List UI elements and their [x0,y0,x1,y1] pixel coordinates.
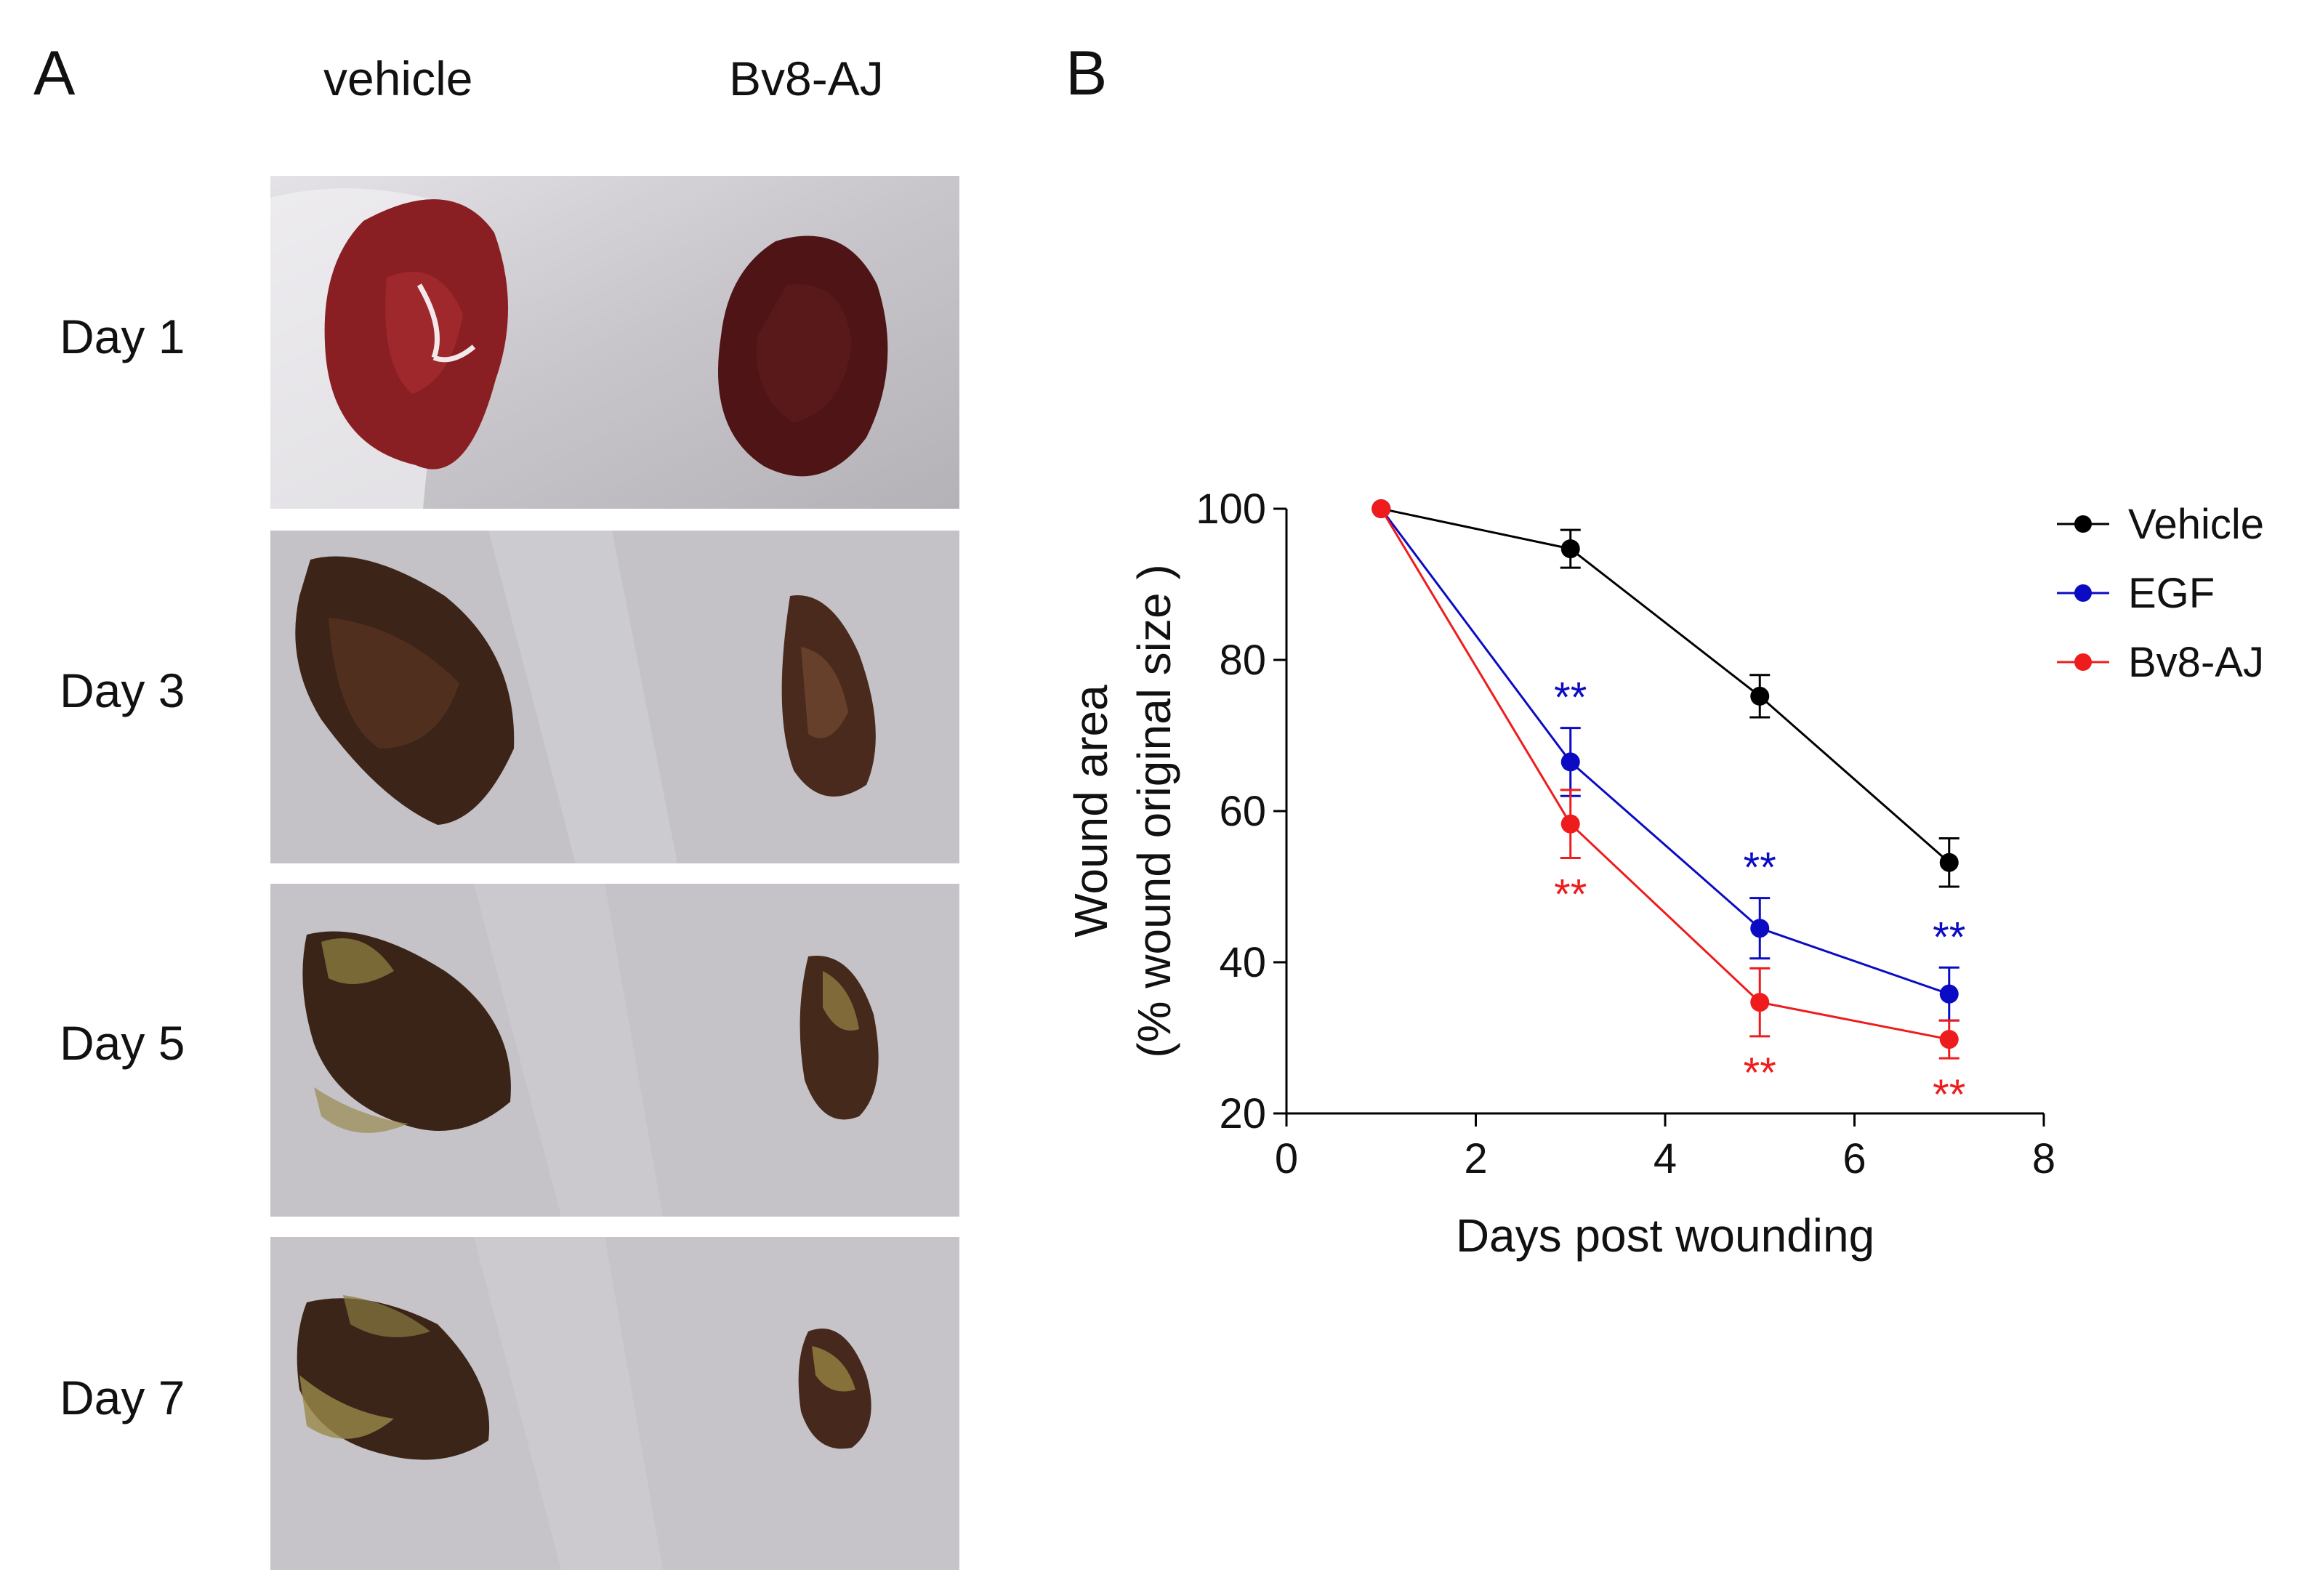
row-label-day-1: Day 1 [60,310,185,363]
y-tick-label: 60 [1219,788,1266,835]
x-axis-label: Days post wounding [1456,1209,1874,1262]
y-tick-label: 40 [1219,939,1266,986]
x-tick-label: 4 [1654,1135,1677,1182]
legend-label-bv8-aj: Bv8-AJ [2128,638,2264,686]
significance-mark-egf: ** [1744,845,1776,892]
wound-photo-day-7 [270,1237,959,1570]
data-point-vehicle [1750,686,1770,706]
significance-mark-bv8-aj: ** [1554,871,1587,918]
legend-item-egf: EGF [2057,568,2215,618]
data-point-vehicle [1939,853,1959,872]
data-point-bv8-aj [1372,499,1391,518]
legend-label-vehicle: Vehicle [2128,500,2265,548]
row-label-day-5: Day 5 [60,1016,185,1070]
wound-photo-day-1 [270,176,959,509]
row-label-day-7: Day 7 [60,1371,185,1424]
significance-mark-bv8-aj: ** [1933,1071,1965,1119]
panel-b-letter: B [1066,39,1108,108]
legend-label-egf: EGF [2128,569,2215,617]
wound-area-line-chart: 0 2 4 6 8 20 40 60 80 100 ** ** ** ** ** ** Days post … [1065,485,2055,1262]
data-point-bv8-aj [1939,1030,1959,1049]
data-point-egf [1939,984,1959,1004]
y-tick-label: 100 [1196,485,1266,533]
legend-item-bv8-aj: Bv8-AJ [2057,637,2264,688]
x-tick-label: 2 [1464,1135,1487,1182]
x-tick-label: 0 [1275,1135,1298,1182]
column-header-vehicle: vehicle [323,52,473,105]
y-axis-label-units: (% wound original size ) [1128,564,1180,1057]
y-axis-label: Wound area [1065,685,1117,938]
significance-mark-egf: ** [1933,914,1965,961]
column-header-bv8-aj: Bv8-AJ [729,52,884,105]
legend-marker-bv8-aj [2057,653,2109,671]
wound-photo-day-3 [270,531,959,863]
wound-photo-day-5 [270,884,959,1217]
series-line-egf [1380,508,1950,996]
x-tick-label: 6 [1842,1135,1866,1182]
data-point-vehicle [1560,539,1580,559]
panel-a-letter: A [33,39,76,108]
significance-mark-egf: ** [1554,674,1587,722]
data-point-bv8-aj [1750,993,1770,1012]
data-point-egf [1750,919,1770,938]
data-point-bv8-aj [1560,814,1580,834]
y-tick-label: 80 [1219,637,1266,684]
y-tick-label: 20 [1219,1090,1266,1137]
legend-marker-vehicle [2057,515,2109,533]
x-tick-label: 8 [2032,1135,2055,1182]
significance-mark-bv8-aj: ** [1744,1049,1776,1097]
legend-marker-egf [2057,584,2109,602]
series-line-vehicle [1380,507,1950,863]
data-point-egf [1560,752,1580,772]
row-label-day-3: Day 3 [60,664,185,717]
series-line-bv8-aj [1379,508,1950,1041]
legend-item-vehicle: Vehicle [2057,499,2264,549]
